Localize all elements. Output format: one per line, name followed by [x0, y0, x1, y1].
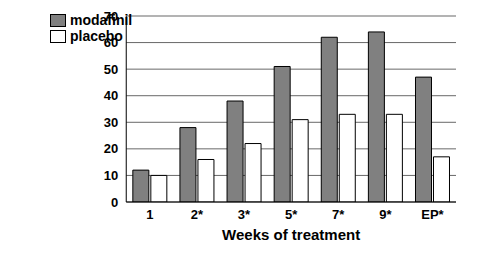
svg-text:40: 40 [104, 88, 118, 103]
svg-text:3*: 3* [238, 207, 251, 222]
svg-text:7*: 7* [332, 207, 345, 222]
svg-text:Weeks of treatment: Weeks of treatment [222, 226, 360, 243]
svg-text:20: 20 [104, 141, 118, 156]
svg-text:30: 30 [104, 115, 118, 130]
svg-text:9*: 9* [379, 207, 392, 222]
svg-text:2*: 2* [191, 207, 204, 222]
svg-text:70: 70 [104, 9, 118, 24]
svg-text:5*: 5* [285, 207, 298, 222]
svg-text:10: 10 [104, 168, 118, 183]
svg-text:60: 60 [104, 35, 118, 50]
svg-text:50: 50 [104, 62, 118, 77]
svg-text:1: 1 [146, 207, 153, 222]
svg-text:EP*: EP* [421, 207, 444, 222]
svg-text:0: 0 [111, 195, 118, 210]
